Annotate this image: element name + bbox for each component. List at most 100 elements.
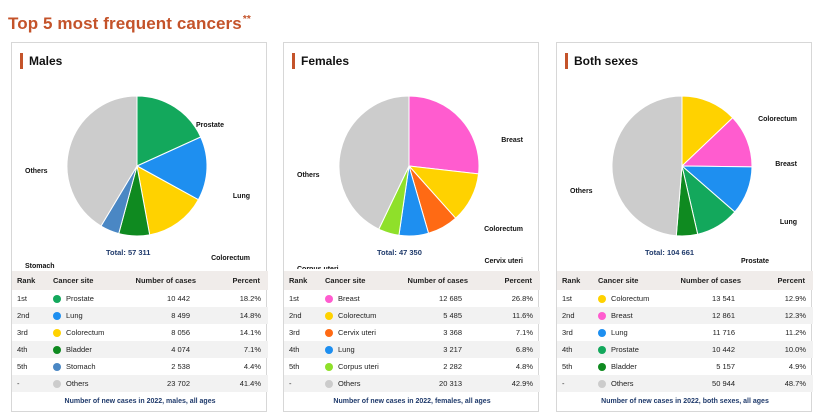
legend-dot	[325, 362, 333, 371]
percent-cell: 14.1%	[239, 328, 261, 337]
pie-label-lung: Lung	[780, 219, 797, 226]
cancer-site-cell: Breast	[338, 294, 360, 303]
table-row: 1st Colorectum 13 541 12.9%	[557, 290, 813, 307]
legend-dot	[53, 362, 61, 371]
panel-title: Males	[20, 53, 62, 69]
page-title-text: Top 5 most frequent cancers	[8, 14, 242, 33]
rank-cell: 2nd	[562, 311, 575, 320]
legend-dot	[53, 345, 61, 354]
cases-cell: 13 541	[712, 294, 735, 303]
rank-cell: -	[289, 379, 292, 388]
pie-slice-breast	[408, 95, 480, 175]
table-row: 5th Stomach 2 538 4.4%	[12, 358, 268, 375]
header-number-of-cases: Number of cases	[680, 276, 741, 285]
header-rank: Rank	[289, 276, 308, 285]
cancer-site-cell: Corpus uteri	[338, 362, 379, 371]
percent-cell: 12.9%	[784, 294, 806, 303]
legend-dot	[325, 311, 333, 320]
table-row: 4th Prostate 10 442 10.0%	[557, 341, 813, 358]
percent-cell: 11.6%	[512, 311, 533, 320]
pie-slice-others	[611, 95, 683, 237]
pie-label-prostate: Prostate	[741, 258, 769, 265]
pie-slice-prostate	[136, 95, 202, 167]
cases-cell: 5 157	[716, 362, 735, 371]
percent-cell: 18.2%	[239, 294, 261, 303]
percent-cell: 12.3%	[784, 311, 806, 320]
table-caption: Number of new cases in 2022, males, all …	[64, 398, 216, 405]
cancer-site-cell: Colorectum	[611, 294, 650, 303]
rank-cell: 2nd	[17, 311, 30, 320]
pie-chart-both-sexes: ColorectumBreastLungProstateBladderOther…	[570, 95, 798, 265]
table-header-row: Rank Cancer site Number of cases Percent	[557, 271, 813, 290]
cancer-site-cell: Breast	[611, 311, 633, 320]
legend-dot	[325, 328, 333, 337]
header-cancer-site: Cancer site	[53, 276, 94, 285]
header-cancer-site: Cancer site	[598, 276, 639, 285]
legend-dot	[325, 379, 333, 388]
cases-cell: 2 538	[171, 362, 190, 371]
cases-cell: 3 368	[443, 328, 462, 337]
legend-dot	[325, 294, 333, 303]
rank-cell: 4th	[289, 345, 300, 354]
table-row: 3rd Lung 11 716 11.2%	[557, 324, 813, 341]
rank-cell: -	[562, 379, 565, 388]
legend-dot	[598, 328, 606, 337]
cancer-site-cell: Lung	[611, 328, 628, 337]
cases-cell: 23 702	[167, 379, 190, 388]
chart-panel-females: Females Breast Colorectum Cervix uteri Lung…	[283, 42, 540, 412]
percent-cell: 26.8%	[511, 294, 533, 303]
rank-cell: 5th	[562, 362, 573, 371]
legend-dot	[53, 379, 61, 388]
percent-cell: 4.4%	[243, 362, 261, 371]
legend-dot	[53, 328, 61, 337]
header-rank: Rank	[562, 276, 581, 285]
rank-cell: 3rd	[289, 328, 300, 337]
pie-label-colorectum: Colorectum	[758, 116, 797, 123]
cases-cell: 8 056	[171, 328, 190, 337]
header-rank: Rank	[17, 276, 36, 285]
cases-cell: 2 282	[443, 362, 462, 371]
cancer-site-cell: Others	[338, 379, 361, 388]
cancer-site-cell: Lung	[338, 345, 355, 354]
cases-table-both-sexes: Rank Cancer site Number of cases Percent 1st…	[557, 271, 813, 392]
percent-cell: 7.1%	[515, 328, 533, 337]
table-caption: Number of new cases in 2022, females, al…	[333, 398, 491, 405]
table-row: 1st Prostate 10 442 18.2%	[12, 290, 268, 307]
header-cancer-site: Cancer site	[325, 276, 366, 285]
legend-dot	[598, 294, 606, 303]
header-number-of-cases: Number of cases	[407, 276, 468, 285]
table-row: 2nd Breast 12 861 12.3%	[557, 307, 813, 324]
percent-cell: 14.8%	[239, 311, 261, 320]
cases-cell: 11 716	[712, 328, 735, 337]
cases-table-females: Rank Cancer site Number of cases Percent 1st…	[284, 271, 540, 392]
cases-cell: 3 217	[443, 345, 462, 354]
rank-cell: 1st	[562, 294, 573, 303]
chart-panel-males: Males Prostate Lung Colorectum Bladder Stoma…	[11, 42, 268, 412]
table-header-row: Rank Cancer site Number of cases Percent	[284, 271, 540, 290]
pie-slice-others	[66, 95, 138, 227]
cancer-site-cell: Bladder	[611, 362, 637, 371]
rank-cell: 1st	[289, 294, 300, 303]
percent-cell: 11.2%	[785, 328, 806, 337]
rank-cell: 3rd	[562, 328, 573, 337]
pie-slice-lung	[135, 136, 208, 201]
pie-total: Total: 57 311	[106, 248, 151, 257]
cancer-site-cell: Bladder	[66, 345, 92, 354]
percent-cell: 6.8%	[515, 345, 533, 354]
cases-cell: 50 944	[712, 379, 735, 388]
pie-total: Total: 104 661	[645, 248, 695, 257]
cases-cell: 4 074	[171, 345, 190, 354]
cases-cell: 12 685	[439, 294, 462, 303]
legend-dot	[598, 379, 606, 388]
rank-cell: -	[17, 379, 20, 388]
rank-cell: 1st	[17, 294, 28, 303]
cancer-site-cell: Lung	[66, 311, 83, 320]
rank-cell: 2nd	[289, 311, 302, 320]
pie-slice-others	[338, 95, 410, 230]
panel-title: Both sexes	[565, 53, 638, 69]
header-number-of-cases: Number of cases	[135, 276, 196, 285]
percent-cell: 7.1%	[243, 345, 261, 354]
pie-label-others: Others	[297, 172, 320, 179]
pie-label-breast: Breast	[775, 161, 797, 168]
rank-cell: 5th	[289, 362, 300, 371]
